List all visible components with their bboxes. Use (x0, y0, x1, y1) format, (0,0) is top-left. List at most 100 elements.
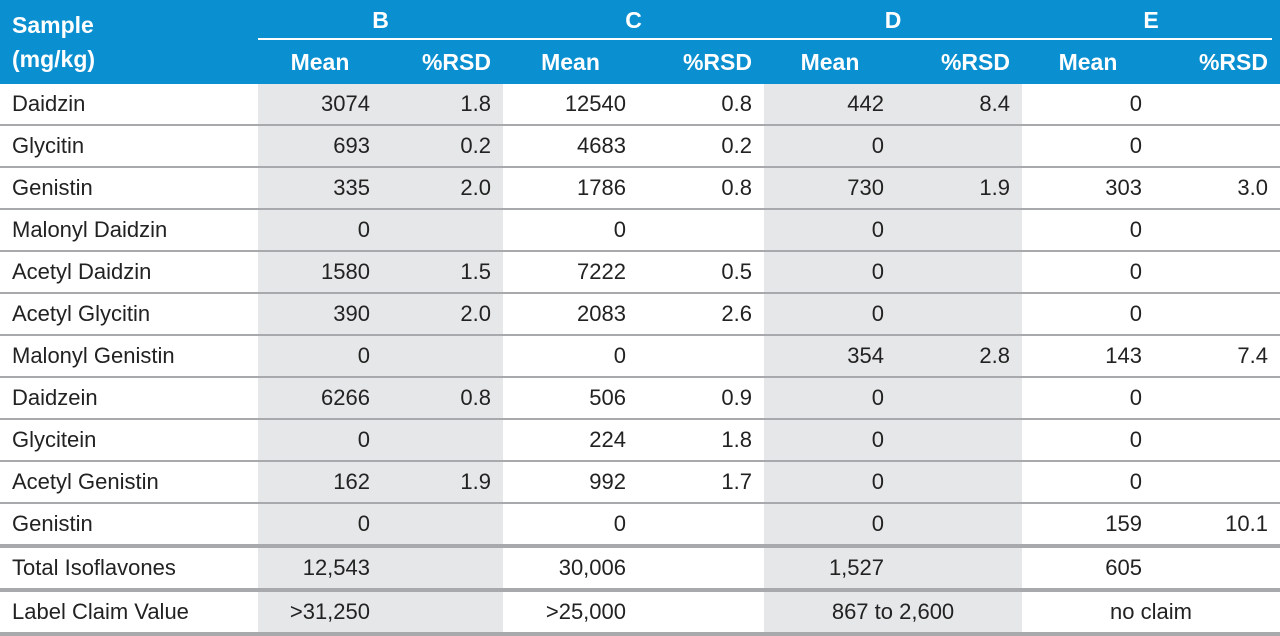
row-label: Malonyl Daidzin (0, 209, 258, 252)
mean-cell-d: 0 (764, 503, 896, 548)
table-row: Daidzin 3074 1.8 12540 0.8 442 8.4 0 (0, 84, 1280, 126)
group-header-c: C (503, 0, 764, 40)
label-claim-label: Label Claim Value (0, 590, 258, 636)
rsd-cell-d (896, 503, 1022, 548)
rsd-cell-b: 1.8 (382, 84, 503, 126)
mean-cell-c: 224 (503, 419, 638, 462)
total-rsd-b (382, 546, 503, 592)
rsd-cell-b: 1.5 (382, 251, 503, 294)
group-header-d: D (764, 0, 1022, 40)
mean-cell-c: 0 (503, 209, 638, 252)
table-row: Genistin 335 2.0 1786 0.8 730 1.9 303 3.… (0, 167, 1280, 210)
rsd-cell-b: 1.9 (382, 461, 503, 504)
rsd-cell-c (638, 209, 764, 252)
rsd-cell-e (1154, 125, 1280, 168)
rsd-cell-b: 0.8 (382, 377, 503, 420)
rsd-cell-c: 1.8 (638, 419, 764, 462)
mean-cell-b: 162 (258, 461, 382, 504)
rsd-cell-d (896, 209, 1022, 252)
rsd-cell-e: 10.1 (1154, 503, 1280, 548)
mean-cell-b: 693 (258, 125, 382, 168)
total-row: Total Isoflavones 12,543 30,006 1,527 60… (0, 546, 1280, 592)
rsd-cell-c: 0.5 (638, 251, 764, 294)
mean-cell-c: 506 (503, 377, 638, 420)
rsd-cell-e (1154, 209, 1280, 252)
mean-cell-d: 0 (764, 209, 896, 252)
rsd-cell-d (896, 377, 1022, 420)
mean-cell-e: 0 (1022, 461, 1154, 504)
mean-header-e: Mean (1022, 40, 1154, 84)
mean-cell-d: 354 (764, 335, 896, 378)
sample-label: Sample (12, 12, 94, 38)
total-rsd-e (1154, 546, 1280, 592)
rsd-cell-e (1154, 461, 1280, 504)
rsd-cell-e (1154, 251, 1280, 294)
row-label: Daidzin (0, 84, 258, 126)
mean-cell-b: 390 (258, 293, 382, 336)
label-claim-b: >31,250 (258, 590, 382, 636)
rsd-cell-c: 2.6 (638, 293, 764, 336)
rsd-cell-e (1154, 293, 1280, 336)
row-label: Genistin (0, 167, 258, 210)
rsd-header-b: %RSD (382, 40, 503, 84)
rsd-cell-e: 7.4 (1154, 335, 1280, 378)
mean-cell-c: 0 (503, 335, 638, 378)
mean-cell-c: 4683 (503, 125, 638, 168)
total-mean-e: 605 (1022, 546, 1154, 592)
mean-cell-c: 1786 (503, 167, 638, 210)
rsd-cell-e: 3.0 (1154, 167, 1280, 210)
mean-cell-e: 303 (1022, 167, 1154, 210)
rsd-cell-b (382, 419, 503, 462)
table-row: Glycitein 0 224 1.8 0 0 (0, 419, 1280, 462)
mean-cell-c: 7222 (503, 251, 638, 294)
mean-cell-e: 0 (1022, 125, 1154, 168)
rsd-cell-b: 0.2 (382, 125, 503, 168)
total-mean-c: 30,006 (503, 546, 638, 592)
mean-cell-e: 0 (1022, 209, 1154, 252)
row-label: Glycitein (0, 419, 258, 462)
table-row: Glycitin 693 0.2 4683 0.2 0 0 (0, 125, 1280, 168)
mean-cell-b: 0 (258, 419, 382, 462)
rsd-cell-e (1154, 377, 1280, 420)
rsd-cell-c: 0.8 (638, 84, 764, 126)
row-label: Acetyl Daidzin (0, 251, 258, 294)
row-label: Daidzein (0, 377, 258, 420)
mean-cell-e: 0 (1022, 419, 1154, 462)
rsd-cell-d: 2.8 (896, 335, 1022, 378)
label-claim-rsd-b (382, 590, 503, 636)
mean-cell-b: 0 (258, 335, 382, 378)
rsd-header-c: %RSD (638, 40, 764, 84)
row-label: Acetyl Genistin (0, 461, 258, 504)
table-row: Malonyl Daidzin 0 0 0 0 (0, 209, 1280, 252)
rsd-cell-d (896, 419, 1022, 462)
mean-cell-b: 335 (258, 167, 382, 210)
label-claim-e: no claim (1022, 590, 1280, 636)
table-row: Acetyl Genistin 162 1.9 992 1.7 0 0 (0, 461, 1280, 504)
total-rsd-c (638, 546, 764, 592)
unit-label: (mg/kg) (12, 46, 96, 72)
mean-cell-c: 992 (503, 461, 638, 504)
row-label: Malonyl Genistin (0, 335, 258, 378)
rsd-cell-d (896, 461, 1022, 504)
label-claim-row: Label Claim Value >31,250 >25,000 867 to… (0, 590, 1280, 636)
table-row: Genistin 0 0 0 159 10.1 (0, 503, 1280, 548)
rsd-cell-c (638, 503, 764, 548)
rsd-cell-b: 2.0 (382, 293, 503, 336)
mean-cell-e: 159 (1022, 503, 1154, 548)
row-label: Genistin (0, 503, 258, 548)
row-label: Glycitin (0, 125, 258, 168)
row-label: Acetyl Glycitin (0, 293, 258, 336)
rsd-cell-c: 0.8 (638, 167, 764, 210)
rsd-header-d: %RSD (896, 40, 1022, 84)
rsd-cell-d (896, 293, 1022, 336)
mean-cell-b: 1580 (258, 251, 382, 294)
table-row: Malonyl Genistin 0 0 354 2.8 143 7.4 (0, 335, 1280, 378)
rsd-cell-d: 1.9 (896, 167, 1022, 210)
sample-column-header: Sample (mg/kg) (0, 0, 258, 84)
mean-cell-b: 6266 (258, 377, 382, 420)
mean-cell-e: 0 (1022, 377, 1154, 420)
mean-cell-c: 0 (503, 503, 638, 548)
rsd-cell-c: 0.9 (638, 377, 764, 420)
rsd-header-e: %RSD (1154, 40, 1280, 84)
